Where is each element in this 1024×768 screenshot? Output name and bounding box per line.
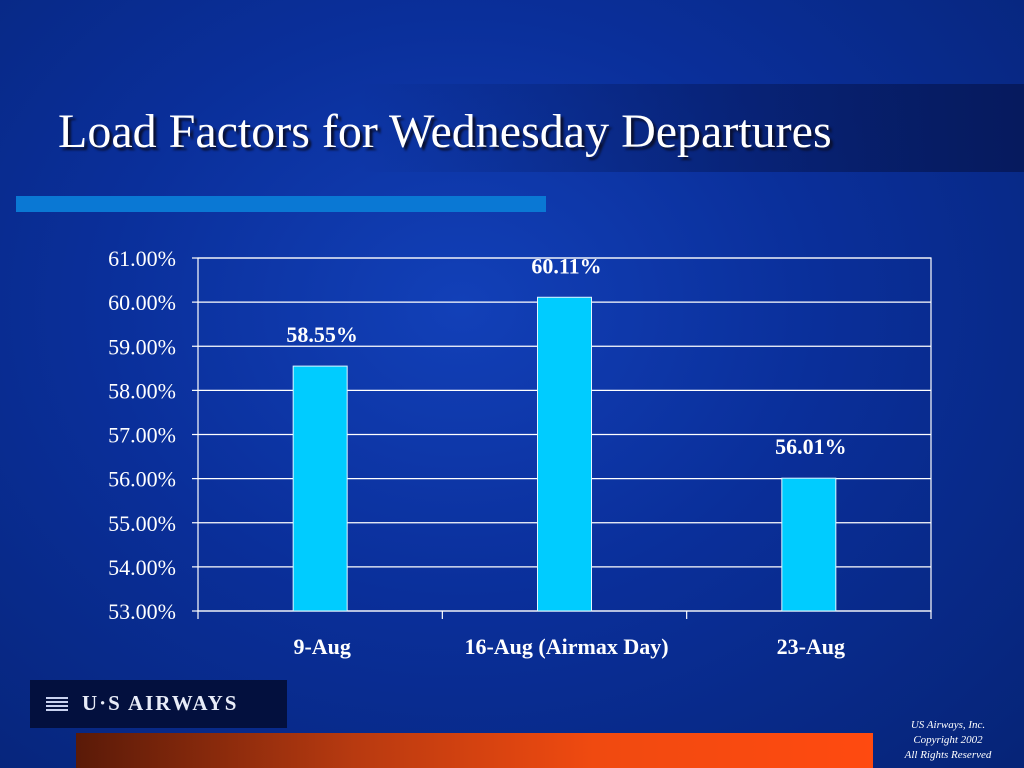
copyright-line: All Rights Reserved [904,749,992,761]
y-tick-label: 53.00% [108,599,176,624]
data-label: 60.11% [531,253,601,278]
y-tick-label: 54.00% [108,555,176,580]
slide-title: Load Factors for Wednesday Departures [58,105,832,158]
y-tick-label: 55.00% [108,511,176,536]
x-tick-label: 16-Aug (Airmax Day) [464,634,668,659]
bottom-accent-bar [76,733,873,768]
y-tick-label: 57.00% [108,423,176,448]
flag-icon [46,697,68,711]
bar [537,296,592,612]
x-tick-label: 23-Aug [777,634,845,659]
y-tick-label: 59.00% [108,334,176,359]
logo-text: U·S AIRWAYS [82,691,239,715]
bar [292,365,348,612]
copyright-line: US Airways, Inc. [910,719,986,731]
y-tick-label: 61.00% [108,246,176,271]
x-tick-label: 9-Aug [293,634,350,659]
bar [781,477,837,612]
title-band [0,84,1024,172]
us-airways-logo: U·S AIRWAYS [30,680,287,728]
y-tick-label: 58.00% [108,378,176,403]
data-label: 58.55% [286,322,358,347]
y-tick-label: 56.00% [108,467,176,492]
title-underline [16,196,546,212]
data-label: 56.01% [775,434,847,459]
copyright-notice: US Airways, Inc. Copyright 2002 All Righ… [880,718,1016,763]
y-tick-label: 60.00% [108,290,176,315]
copyright-line: Copyright 2002 [913,734,983,746]
